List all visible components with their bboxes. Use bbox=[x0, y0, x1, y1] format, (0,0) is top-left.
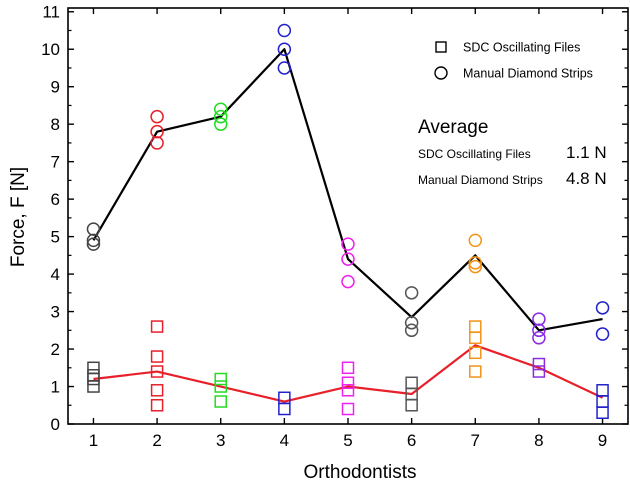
data-point-circle bbox=[150, 136, 164, 150]
average-title: Average bbox=[418, 117, 488, 138]
data-point-square bbox=[469, 346, 482, 360]
data-point-square bbox=[469, 331, 482, 345]
y-tick-label: 6 bbox=[51, 190, 60, 209]
average-lines bbox=[92, 48, 604, 403]
y-tick-label: 4 bbox=[51, 265, 60, 284]
data-point-square bbox=[150, 365, 164, 378]
data-point-circle bbox=[404, 323, 419, 338]
x-tick-label: 2 bbox=[152, 431, 161, 450]
data-point-square bbox=[214, 372, 227, 386]
data-point-square bbox=[278, 402, 291, 416]
data-point-circle bbox=[532, 331, 546, 345]
x-tick-label: 5 bbox=[343, 431, 352, 450]
data-point-square bbox=[469, 365, 482, 378]
data-point-circle bbox=[277, 42, 292, 56]
data-point-circle bbox=[150, 109, 164, 124]
data-point-square bbox=[532, 357, 546, 371]
legend: SDC Oscillating Files Manual Diamond Stri… bbox=[434, 41, 593, 81]
y-tick-label: 9 bbox=[51, 78, 60, 97]
y-tick-label: 0 bbox=[51, 415, 60, 434]
data-point-square bbox=[532, 365, 546, 378]
data-point-square bbox=[214, 395, 227, 408]
data-point-square bbox=[214, 380, 227, 393]
x-tick-label: 9 bbox=[598, 431, 607, 450]
legend-circle-icon bbox=[434, 66, 448, 80]
y-tick-label: 7 bbox=[51, 153, 60, 172]
average-value: 4.8 N bbox=[566, 169, 607, 188]
data-point-circle bbox=[404, 286, 419, 300]
legend-label-sdc: SDC Oscillating Files bbox=[463, 41, 580, 55]
data-point-square bbox=[341, 361, 355, 375]
data-point-circle bbox=[341, 252, 355, 266]
x-tick-label: 1 bbox=[89, 431, 98, 450]
data-point-square bbox=[87, 361, 100, 375]
data-point-circle bbox=[532, 323, 546, 338]
data-point-square bbox=[596, 384, 609, 397]
data-point-square bbox=[150, 350, 164, 363]
data-point-circle bbox=[468, 256, 483, 270]
data-point-circle bbox=[86, 222, 101, 236]
data-point-square bbox=[405, 399, 418, 412]
data-point-circle bbox=[404, 316, 419, 330]
data-point-square bbox=[341, 384, 355, 397]
y-tick-label: 5 bbox=[51, 228, 60, 247]
data-point-circle bbox=[532, 312, 546, 326]
x-tick-label: 8 bbox=[534, 431, 543, 450]
data-point-circle bbox=[341, 237, 355, 251]
data-point-circle bbox=[277, 23, 292, 38]
x-tick-label: 4 bbox=[280, 431, 289, 450]
data-point-square bbox=[150, 320, 164, 333]
data-point-circle bbox=[213, 109, 228, 124]
average-name: Manual Diamond Strips bbox=[418, 173, 543, 187]
x-tick-label: 7 bbox=[471, 431, 480, 450]
x-tick-label: 6 bbox=[407, 431, 416, 450]
data-point-circle bbox=[277, 61, 292, 75]
average-line-manual bbox=[92, 48, 603, 332]
data-point-circle bbox=[341, 274, 355, 289]
data-point-square bbox=[278, 391, 291, 405]
y-tick-label: 1 bbox=[51, 378, 60, 397]
y-axis-label: Force, F [N] bbox=[8, 167, 29, 267]
data-point-square bbox=[150, 399, 164, 412]
data-point-circle bbox=[213, 102, 228, 116]
data-point-circle bbox=[86, 233, 101, 248]
average-line-sdc bbox=[93, 344, 604, 403]
data-point-square bbox=[87, 369, 100, 382]
x-tick-label: 3 bbox=[216, 431, 225, 450]
data-point-circle bbox=[213, 117, 228, 131]
axes: 1 2 3 4 5 6 7 8 9 0 1 2 3 4 5 6 7 8 9 10 11 bbox=[41, 3, 629, 450]
average-annotation: Average SDC Oscillating Files 1.1 N Manual … bbox=[418, 117, 607, 188]
data-point-circle bbox=[150, 124, 164, 139]
data-point-circle bbox=[595, 301, 610, 315]
legend-label-manual: Manual Diamond Strips bbox=[463, 67, 593, 81]
y-tick-label: 8 bbox=[51, 115, 60, 134]
data-markers bbox=[86, 23, 610, 420]
x-axis-label: Orthodontists bbox=[304, 462, 417, 483]
y-tick-label: 10 bbox=[41, 40, 60, 59]
average-name: SDC Oscillating Files bbox=[418, 147, 531, 161]
data-point-square bbox=[150, 384, 164, 397]
data-point-square bbox=[405, 376, 418, 390]
data-point-circle bbox=[86, 237, 101, 251]
data-point-circle bbox=[468, 259, 483, 274]
average-value: 1.1 N bbox=[566, 143, 607, 162]
data-point-circle bbox=[595, 327, 610, 341]
data-point-square bbox=[596, 406, 609, 420]
legend-square-icon bbox=[435, 41, 447, 53]
y-tick-label: 2 bbox=[51, 340, 60, 359]
data-point-square bbox=[469, 320, 482, 333]
data-point-circle bbox=[468, 233, 483, 248]
y-tick-label: 11 bbox=[42, 3, 60, 22]
y-tick-label: 3 bbox=[51, 303, 60, 322]
data-point-square bbox=[87, 380, 100, 393]
data-point-square bbox=[341, 402, 355, 416]
data-point-square bbox=[341, 376, 355, 390]
